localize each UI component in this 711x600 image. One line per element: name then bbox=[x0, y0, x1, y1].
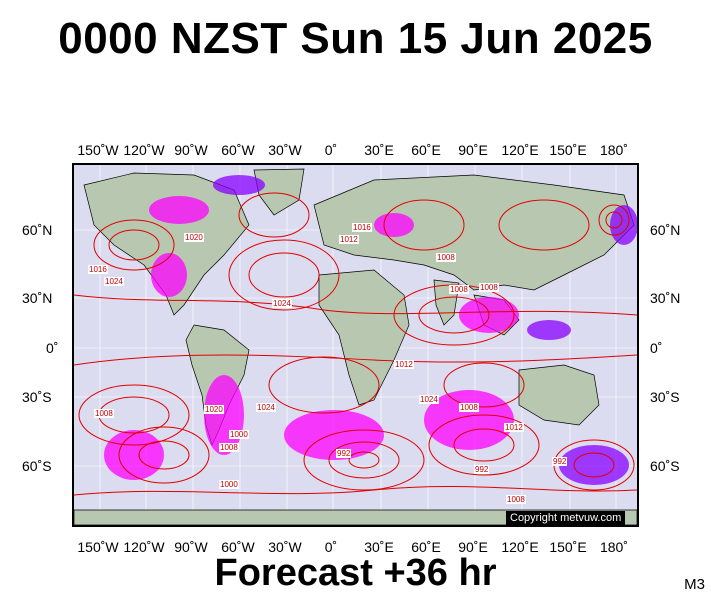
europe-asia bbox=[313, 174, 635, 291]
antarctica bbox=[74, 509, 637, 525]
lon-label: 0˚ bbox=[324, 539, 338, 555]
lat-label: 30˚N bbox=[650, 290, 681, 306]
lon-label: 120˚W bbox=[123, 142, 165, 158]
lon-label: 90˚W bbox=[174, 539, 208, 555]
copyright-notice: Copyright metvuw.com bbox=[506, 511, 626, 525]
pressure-label: 1008 bbox=[449, 285, 469, 294]
lat-label: 30˚N bbox=[22, 290, 53, 306]
lon-label: 180˚ bbox=[599, 142, 629, 158]
lon-label: 150˚E bbox=[549, 539, 587, 555]
lon-label: 0˚ bbox=[324, 142, 338, 158]
pressure-label: 1008 bbox=[506, 495, 526, 504]
lon-label: 30˚E bbox=[364, 142, 394, 158]
lon-label: 60˚W bbox=[221, 539, 255, 555]
lon-label: 150˚E bbox=[549, 142, 587, 158]
lon-label: 90˚E bbox=[458, 539, 488, 555]
pressure-label: 1020 bbox=[184, 233, 204, 242]
map-title: 0000 NZST Sun 15 Jun 2025 bbox=[58, 14, 653, 63]
lat-label: 60˚N bbox=[22, 222, 53, 238]
map-canvas bbox=[74, 165, 637, 525]
lat-label: 30˚S bbox=[22, 389, 52, 405]
africa bbox=[318, 269, 410, 406]
weather-map: 1016 1024 1020 1024 1008 1012 1016 1008 … bbox=[72, 163, 639, 527]
lat-label: 0˚ bbox=[650, 340, 663, 356]
lon-label: 60˚E bbox=[411, 539, 441, 555]
precipitation bbox=[104, 175, 637, 485]
lat-label: 60˚S bbox=[22, 458, 52, 474]
lon-label: 30˚W bbox=[268, 539, 302, 555]
lon-label: 120˚E bbox=[501, 539, 539, 555]
model-code: M3 bbox=[684, 576, 705, 593]
forecast-label: Forecast +36 hr bbox=[214, 552, 497, 594]
lon-label: 90˚W bbox=[174, 142, 208, 158]
lon-label: 60˚W bbox=[221, 142, 255, 158]
pressure-label: 1008 bbox=[94, 409, 114, 418]
lat-label: 30˚S bbox=[650, 389, 680, 405]
pressure-label: 1016 bbox=[88, 265, 108, 274]
australia bbox=[518, 364, 600, 426]
pressure-label: 1024 bbox=[256, 403, 276, 412]
pressure-label: 1008 bbox=[219, 443, 239, 452]
lon-label: 120˚E bbox=[501, 142, 539, 158]
lat-label: 60˚N bbox=[650, 222, 681, 238]
pressure-label: 1012 bbox=[339, 235, 359, 244]
pressure-label: 1024 bbox=[104, 277, 124, 286]
lon-label: 120˚W bbox=[123, 539, 165, 555]
lat-label: 60˚S bbox=[650, 458, 680, 474]
greenland bbox=[253, 168, 305, 216]
pressure-label: 992 bbox=[474, 465, 490, 474]
pressure-label: 992 bbox=[552, 457, 568, 466]
lat-label: 0˚ bbox=[46, 340, 59, 356]
pressure-label: 1012 bbox=[394, 360, 414, 369]
lon-label: 30˚W bbox=[268, 142, 302, 158]
lon-label: 150˚W bbox=[77, 539, 119, 555]
lon-label: 150˚W bbox=[77, 142, 119, 158]
lon-label: 60˚E bbox=[411, 142, 441, 158]
lon-label: 90˚E bbox=[458, 142, 488, 158]
isobars bbox=[74, 192, 637, 496]
pressure-label: 1000 bbox=[229, 430, 249, 439]
lon-label: 30˚E bbox=[364, 539, 394, 555]
pressure-label: 1000 bbox=[219, 480, 239, 489]
lon-label: 180˚ bbox=[599, 539, 629, 555]
pressure-label: 1012 bbox=[504, 423, 524, 432]
pressure-label: 1008 bbox=[459, 403, 479, 412]
pressure-label: 1008 bbox=[436, 253, 456, 262]
pressure-label: 992 bbox=[336, 449, 352, 458]
pressure-label: 1016 bbox=[352, 223, 372, 232]
pressure-label: 1024 bbox=[272, 299, 292, 308]
pressure-label: 1020 bbox=[204, 405, 224, 414]
pressure-label: 1008 bbox=[479, 283, 499, 292]
pressure-label: 1024 bbox=[419, 395, 439, 404]
